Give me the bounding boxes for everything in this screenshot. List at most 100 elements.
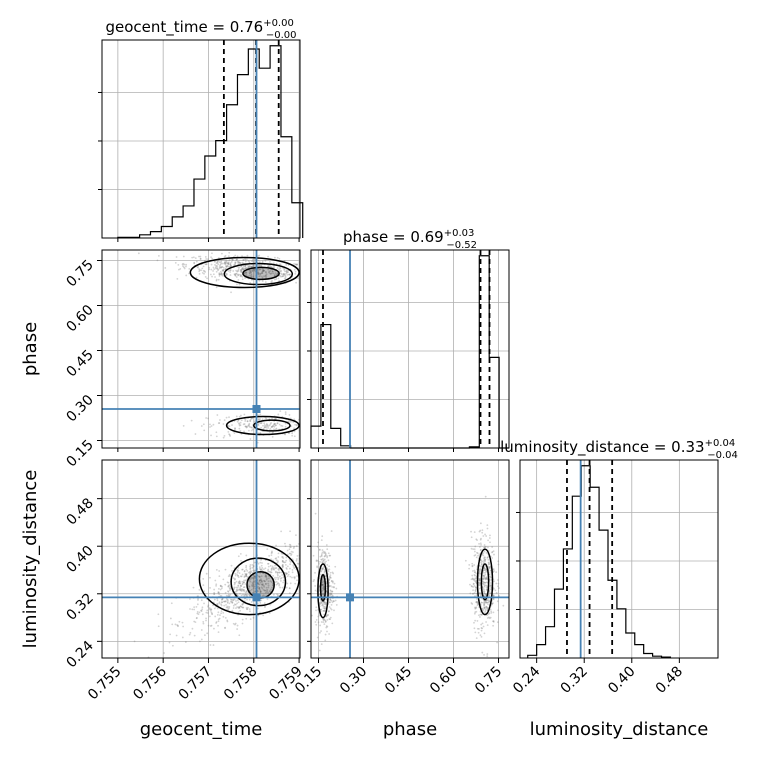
sample-point xyxy=(223,261,226,264)
sample-point xyxy=(482,580,485,583)
sample-point xyxy=(223,600,225,603)
sample-point xyxy=(281,566,284,569)
sample-point xyxy=(249,572,252,574)
sample-point xyxy=(272,584,274,586)
sample-point xyxy=(284,572,287,574)
sample-point xyxy=(285,559,288,562)
sample-point xyxy=(492,550,495,553)
sample-point xyxy=(263,422,266,425)
truth-marker xyxy=(252,593,261,602)
sample-point xyxy=(247,423,250,426)
sample-point xyxy=(497,560,500,563)
sample-point xyxy=(281,565,284,568)
sample-point xyxy=(181,263,184,266)
sample-point xyxy=(193,262,196,265)
sample-point xyxy=(203,272,205,275)
sample-point xyxy=(209,273,212,276)
sample-point xyxy=(218,273,221,276)
sample-point xyxy=(246,254,249,257)
sample-point xyxy=(249,418,252,421)
sample-point xyxy=(237,589,240,591)
sample-point xyxy=(330,580,333,582)
sample-point xyxy=(213,268,216,271)
sample-point xyxy=(480,627,483,629)
sample-point xyxy=(477,581,480,584)
sample-point xyxy=(470,547,473,550)
sample-point xyxy=(270,581,273,583)
sample-point xyxy=(288,432,291,435)
sample-point xyxy=(235,590,237,593)
sample-point xyxy=(224,268,227,270)
sample-point xyxy=(216,261,219,263)
sample-point xyxy=(288,587,291,590)
sample-point xyxy=(320,553,323,555)
sample-point xyxy=(320,630,322,632)
sample-point xyxy=(277,569,280,572)
sample-point xyxy=(226,606,229,609)
sample-point xyxy=(478,592,481,595)
sample-point xyxy=(247,429,250,432)
sample-point xyxy=(237,269,239,272)
sample-point xyxy=(485,577,488,580)
sample-point xyxy=(322,559,325,562)
sample-point xyxy=(262,579,265,582)
sample-point xyxy=(230,564,233,567)
sample-point xyxy=(282,561,285,564)
sample-point xyxy=(331,581,334,584)
sample-point xyxy=(254,580,256,583)
sample-point xyxy=(281,560,284,562)
sample-point xyxy=(289,582,292,585)
sample-point xyxy=(475,601,478,603)
sample-point xyxy=(478,627,480,630)
sample-point xyxy=(478,591,481,594)
sample-point xyxy=(233,264,235,267)
sample-point xyxy=(261,270,264,273)
sample-point xyxy=(472,578,474,580)
sample-point xyxy=(208,607,211,609)
sample-point xyxy=(249,282,252,284)
sample-point xyxy=(487,539,489,542)
sample-point xyxy=(302,419,304,421)
sample-point xyxy=(231,601,234,604)
sample-point xyxy=(189,598,191,600)
sample-point xyxy=(216,599,219,602)
density-contour xyxy=(189,256,300,289)
sample-point xyxy=(261,275,263,278)
sample-point xyxy=(250,417,253,420)
sample-point xyxy=(178,268,180,271)
sample-point xyxy=(279,586,281,589)
sample-point xyxy=(264,591,267,594)
sample-point xyxy=(258,272,260,275)
sample-point xyxy=(296,562,299,565)
sample-point xyxy=(271,281,273,284)
sample-point xyxy=(480,543,482,546)
sample-point xyxy=(335,587,338,590)
sample-point xyxy=(249,578,252,580)
sample-point xyxy=(235,415,238,418)
sample-point xyxy=(215,621,218,623)
sample-point xyxy=(290,554,292,557)
sample-point xyxy=(257,272,260,275)
sample-point xyxy=(215,583,218,586)
sample-point xyxy=(258,575,261,578)
sample-point xyxy=(481,601,483,604)
sample-point xyxy=(239,575,242,578)
x-ticks-inner xyxy=(117,238,300,242)
sample-point xyxy=(323,603,326,606)
sample-point xyxy=(480,635,483,638)
sample-point xyxy=(227,608,230,611)
sample-point xyxy=(235,259,238,261)
sample-point xyxy=(483,592,486,595)
sample-point xyxy=(248,585,251,588)
sample-point xyxy=(239,586,241,589)
joint-panel-geocent_time-luminosity_distance xyxy=(101,459,301,659)
sample-point xyxy=(276,576,278,579)
sample-point xyxy=(483,589,485,592)
sample-point xyxy=(295,281,297,284)
sample-point xyxy=(484,578,487,581)
sample-point xyxy=(243,430,245,433)
sample-point xyxy=(321,568,324,571)
sample-point xyxy=(272,272,275,275)
sample-point xyxy=(237,569,240,572)
sample-point xyxy=(288,414,291,416)
